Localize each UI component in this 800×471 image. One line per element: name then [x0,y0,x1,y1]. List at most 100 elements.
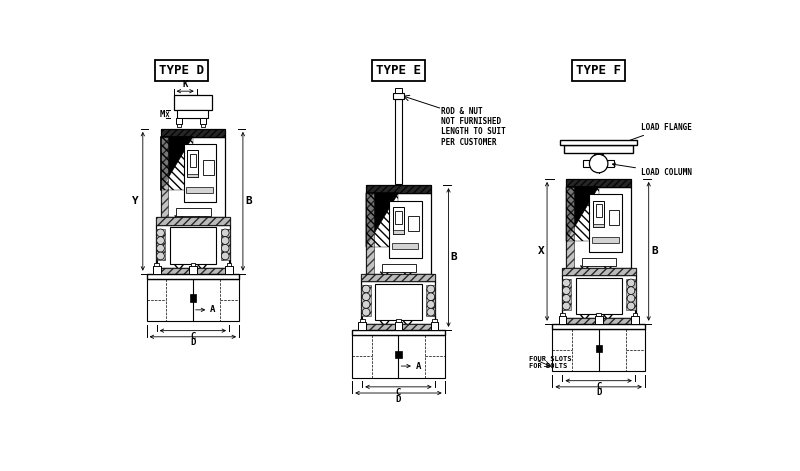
Bar [409,216,419,231]
Bar [382,264,416,272]
Circle shape [562,294,570,302]
Text: B: B [450,252,458,262]
Bar [566,187,598,241]
Bar [154,263,159,266]
Text: A: A [415,362,421,371]
Bar [562,317,636,324]
Bar [553,324,645,329]
Circle shape [222,229,229,237]
Bar [221,229,230,260]
Bar [358,322,366,330]
Bar [352,335,445,378]
Bar [631,316,638,324]
Bar [633,313,637,316]
Bar [153,266,161,274]
Circle shape [157,244,164,252]
Circle shape [627,287,635,294]
Circle shape [562,279,570,287]
Text: K: K [182,80,188,89]
Text: LOAD COLUMN: LOAD COLUMN [613,163,692,177]
Bar [395,351,402,358]
Bar [176,208,210,216]
Circle shape [222,252,229,260]
Bar [560,140,637,145]
Circle shape [627,279,635,287]
Bar [366,193,374,274]
Bar [430,322,438,330]
Circle shape [222,237,229,244]
Bar [161,129,226,137]
Bar [226,263,231,266]
Text: TYPE E: TYPE E [376,64,421,77]
Bar [558,316,566,324]
Bar [190,294,196,302]
Text: Y: Y [132,196,138,206]
Bar [362,324,435,330]
Bar [186,187,213,193]
Bar [426,285,435,316]
Bar [161,129,226,137]
Circle shape [157,229,164,237]
Bar [562,275,636,317]
Bar [375,284,422,320]
Bar [362,274,435,281]
Bar [156,218,230,225]
Bar [566,179,631,187]
Circle shape [362,293,370,300]
Bar [362,274,435,281]
Circle shape [427,309,434,316]
Circle shape [562,287,570,294]
Text: B: B [245,196,252,206]
Bar [190,154,196,167]
Bar [161,137,226,218]
Bar [609,210,619,225]
Text: B: B [651,246,658,256]
Bar [395,99,402,184]
Bar [592,237,618,243]
Text: TYPE F: TYPE F [576,64,621,77]
Bar [566,187,631,268]
Bar [396,319,401,322]
Bar [161,137,168,218]
Bar [626,279,636,310]
Bar [393,207,404,234]
Bar [156,225,230,268]
Circle shape [562,302,570,310]
Bar [146,274,239,279]
Circle shape [590,154,608,173]
Text: C: C [596,382,602,391]
Circle shape [222,244,229,252]
Text: LOAD FLANGE: LOAD FLANGE [614,122,692,146]
Bar [395,211,402,224]
Bar [187,150,198,178]
Text: X: X [538,246,544,256]
Circle shape [627,302,635,310]
Bar [190,263,195,266]
Text: TYPE D: TYPE D [159,64,204,77]
Bar [161,137,193,190]
Polygon shape [366,193,398,247]
Circle shape [427,285,434,293]
Bar [394,88,402,93]
Circle shape [362,300,370,309]
Bar [366,193,430,274]
Bar [553,329,645,372]
Bar [562,268,636,275]
Bar [362,285,370,316]
Polygon shape [566,187,598,241]
Bar [590,195,622,252]
Bar [366,185,430,193]
Circle shape [427,300,434,309]
Text: C: C [190,332,195,341]
Bar [362,281,435,324]
Bar [186,95,199,118]
Text: ROD & NUT
NOT FURNISHED
LENGTH TO SUIT
PER CUSTOMER: ROD & NUT NOT FURNISHED LENGTH TO SUIT P… [441,106,506,147]
Bar [562,268,636,275]
Bar [184,144,216,202]
Bar [562,317,636,324]
Bar [583,160,614,167]
Bar [393,93,404,99]
Bar [156,268,230,274]
Bar [562,279,571,310]
Bar [177,124,182,127]
